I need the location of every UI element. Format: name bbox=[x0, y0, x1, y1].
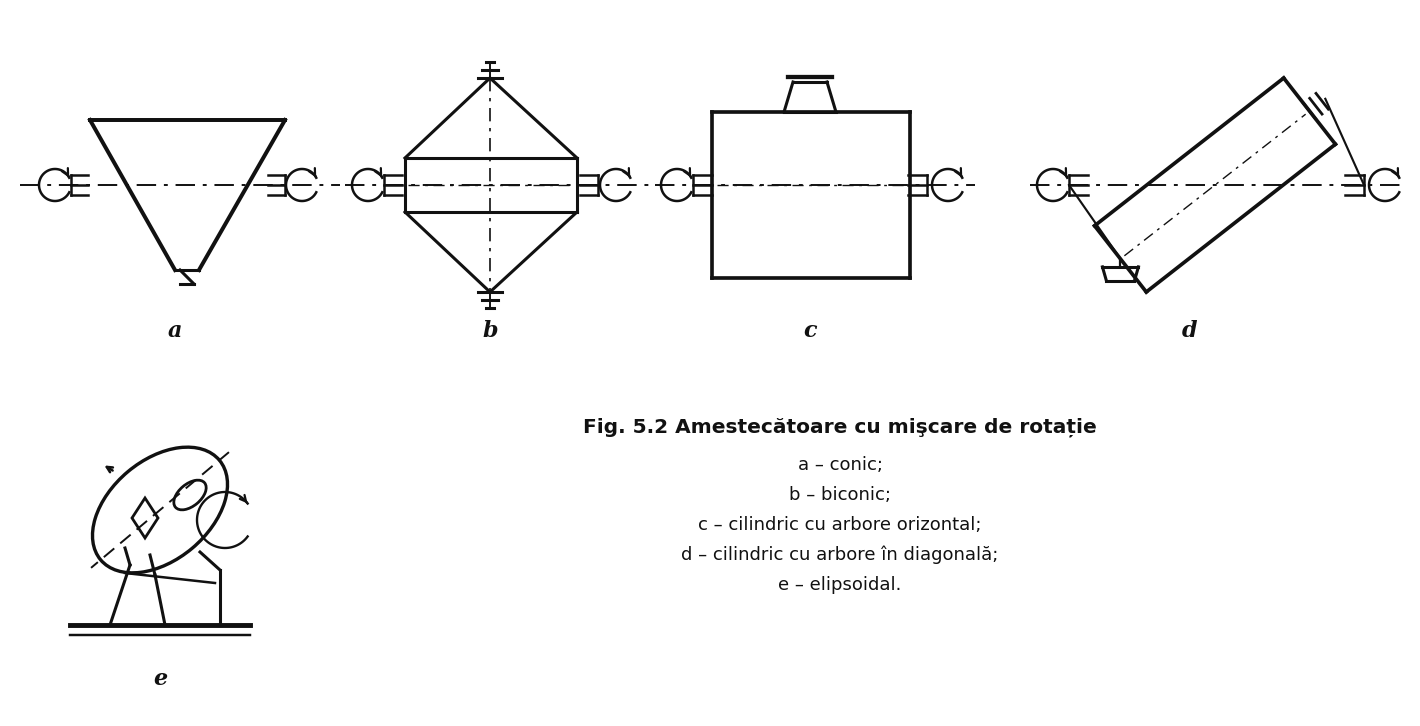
Text: b – biconic;: b – biconic; bbox=[790, 486, 890, 504]
Text: e – elipsoidal.: e – elipsoidal. bbox=[778, 576, 902, 594]
Text: c: c bbox=[804, 320, 816, 342]
Text: Fig. 5.2 Amestecătoare cu mişcare de rotație: Fig. 5.2 Amestecătoare cu mişcare de rot… bbox=[584, 418, 1096, 438]
Text: a – conic;: a – conic; bbox=[798, 456, 882, 474]
Text: a: a bbox=[168, 320, 182, 342]
Text: d – cilindric cu arbore în diagonală;: d – cilindric cu arbore în diagonală; bbox=[682, 546, 998, 565]
Text: b: b bbox=[483, 320, 498, 342]
Text: c – cilindric cu arbore orizontal;: c – cilindric cu arbore orizontal; bbox=[699, 516, 981, 534]
Text: d: d bbox=[1183, 320, 1197, 342]
Text: e: e bbox=[153, 668, 168, 690]
